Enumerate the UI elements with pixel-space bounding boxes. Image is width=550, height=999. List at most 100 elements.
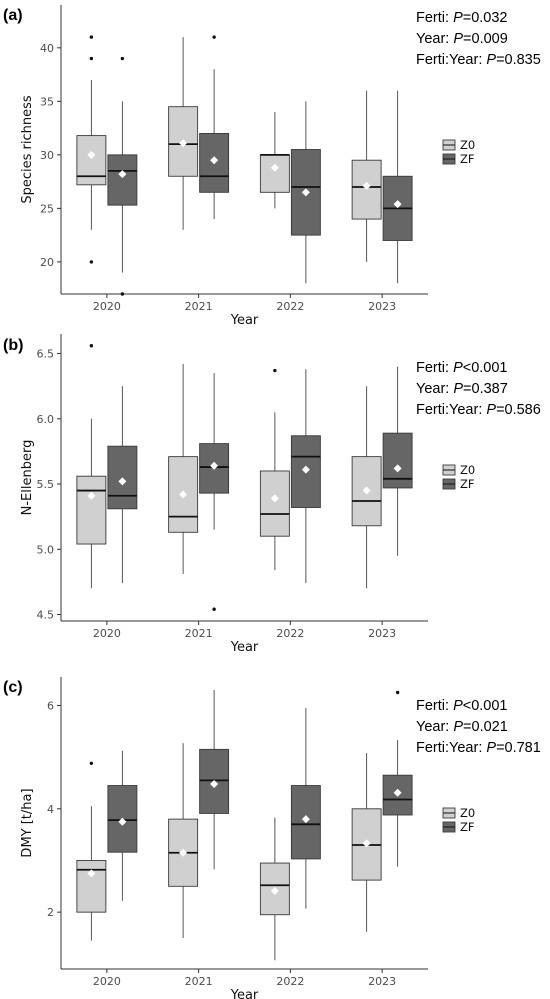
box-iqr	[76, 135, 107, 186]
mean-marker	[87, 150, 96, 159]
stat-line: Ferti: P<0.001	[416, 698, 508, 714]
outlier-point	[120, 292, 125, 296]
y-tick-label: 6.5	[37, 348, 55, 361]
mean-marker	[210, 156, 219, 165]
stat-line: Year: P=0.021	[416, 719, 508, 735]
legend-label: Z0	[460, 463, 475, 477]
mean-marker	[362, 839, 371, 848]
box-ZF-2020	[107, 750, 138, 901]
legend-item-ZF: ZF	[442, 152, 475, 166]
x-tick-label: 2023	[368, 300, 396, 313]
mean-marker	[301, 465, 310, 474]
box-ZF-2023	[382, 90, 413, 284]
panel-label: (b)	[3, 337, 23, 354]
panel-b: 4.5 5.0 5.5 6.0 6.5 2020 2021 2022 2023 Year N-Ell…	[3, 334, 541, 655]
box-Z0-2021	[168, 364, 199, 575]
mean-marker	[87, 491, 96, 500]
box-ZF-2020	[107, 56, 138, 296]
box-ZF-2023	[382, 690, 413, 867]
y-tick-label: 20	[40, 256, 54, 269]
box-iqr	[168, 106, 199, 177]
mean-marker	[118, 170, 127, 179]
box-ZF-2021	[199, 373, 230, 611]
box-ZF-2020	[107, 386, 138, 584]
stat-line: Year: P=0.387	[416, 381, 508, 397]
legend-label: ZF	[460, 477, 475, 491]
outlier-point	[89, 761, 94, 766]
mean-marker	[362, 486, 371, 495]
legend-label: Z0	[460, 138, 475, 152]
y-axis-title: N-Ellenberg	[20, 440, 35, 516]
mean-marker	[301, 815, 310, 824]
box-iqr	[107, 154, 138, 206]
legend-label: Z0	[460, 806, 475, 820]
y-axis-title: Species richness	[20, 95, 35, 204]
box-iqr	[259, 470, 290, 537]
mean-marker	[270, 886, 279, 895]
box-ZF-2023	[382, 366, 413, 556]
x-axis-title: Year	[230, 640, 259, 655]
outlier-point	[212, 607, 216, 611]
box-Z0-2022	[259, 368, 290, 571]
y-tick-label: 4	[47, 803, 54, 816]
y-tick-label: 40	[40, 42, 54, 55]
x-tick-label: 2022	[276, 627, 304, 640]
y-tick-label: 5.5	[37, 478, 55, 491]
stat-line: Ferti:Year: P=0.835	[416, 52, 541, 68]
x-axis-title: Year	[230, 313, 259, 328]
mean-marker	[270, 163, 279, 172]
y-tick-label: 4.5	[37, 608, 55, 621]
y-tick-label: 6.0	[37, 413, 55, 426]
box-Z0-2021	[168, 743, 199, 938]
legend-item-Z0: Z0	[442, 138, 475, 152]
x-tick-label: 2023	[368, 627, 396, 640]
box-ZF-2021	[199, 689, 230, 870]
panel-label: (c)	[3, 679, 23, 696]
mean-marker	[179, 848, 188, 857]
y-tick-label: 6	[47, 699, 54, 712]
x-tick-label: 2023	[368, 975, 396, 988]
box-iqr	[76, 475, 107, 545]
outlier-point	[212, 35, 216, 39]
box-iqr	[259, 154, 290, 193]
box-Z0-2023	[351, 386, 382, 589]
legend-label: ZF	[460, 820, 475, 834]
x-tick-label: 2021	[185, 627, 213, 640]
legend-item-ZF: ZF	[442, 477, 475, 491]
x-axis-title: Year	[230, 988, 259, 999]
box-Z0-2022	[259, 112, 290, 209]
stat-line: Year: P=0.009	[416, 31, 508, 47]
outlier-point	[395, 690, 400, 695]
mean-marker	[118, 477, 127, 486]
box-iqr	[76, 860, 107, 913]
legend-item-Z0: Z0	[442, 463, 475, 477]
mean-marker	[179, 139, 188, 148]
legend-item-ZF: ZF	[442, 820, 475, 834]
x-tick-label: 2022	[276, 300, 304, 313]
y-tick-label: 30	[40, 149, 54, 162]
y-tick-label: 35	[40, 95, 54, 108]
box-Z0-2020	[76, 344, 107, 589]
x-tick-label: 2020	[93, 975, 121, 988]
mean-marker	[301, 188, 310, 197]
legend-item-Z0: Z0	[442, 806, 475, 820]
mean-marker	[393, 200, 402, 209]
mean-marker	[210, 779, 219, 788]
stat-line: Ferti: P=0.032	[416, 10, 508, 26]
mean-marker	[362, 181, 371, 190]
box-iqr	[382, 432, 413, 489]
mean-marker	[87, 869, 96, 878]
box-ZF-2022	[290, 708, 321, 909]
x-tick-label: 2022	[276, 975, 304, 988]
stat-line: Ferti:Year: P=0.781	[416, 740, 541, 756]
panel-a: 20 25 30 35 40 2020 2021 2022 2023 Year Species ri…	[3, 5, 541, 328]
mean-marker	[270, 494, 279, 503]
mean-marker	[179, 490, 188, 499]
mean-marker	[393, 788, 402, 797]
outlier-point	[89, 260, 94, 264]
outlier-point	[120, 56, 125, 61]
y-axis-title: DMY [t/ha]	[20, 788, 35, 857]
mean-marker	[118, 817, 127, 826]
box-Z0-2021	[168, 37, 199, 230]
